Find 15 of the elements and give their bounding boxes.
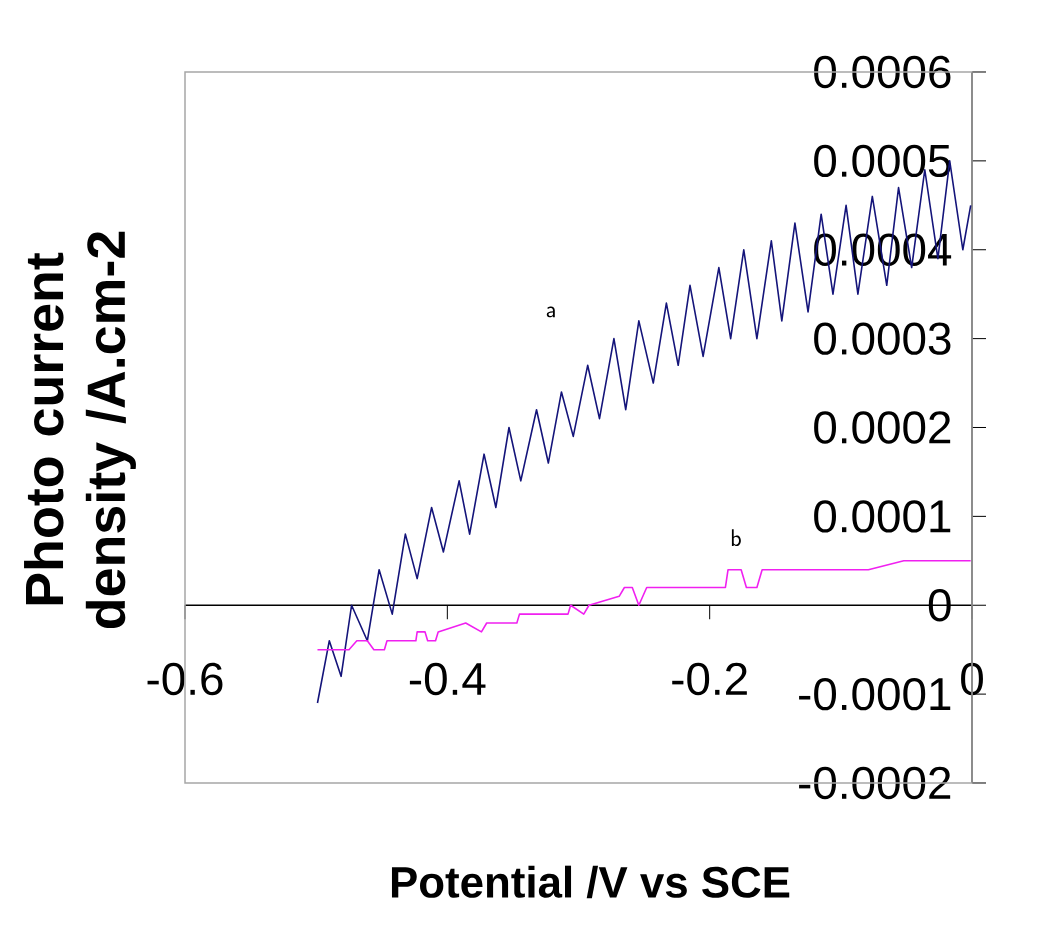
y-tick-label: -0.0002: [799, 766, 951, 800]
text: a: [546, 306, 555, 318]
x-axis-title: Potential /V vs SCE: [391, 865, 790, 899]
y-tick-label: 0.0005: [814, 144, 951, 178]
x-tick-label: -0.4: [409, 662, 486, 696]
series-label: b: [731, 529, 741, 547]
x-tick-label: -0.6: [147, 662, 223, 696]
y-tick-label: 0.0006: [814, 55, 951, 89]
y-tick-label: -0.0001: [799, 677, 951, 711]
y-tick-label: 0.0002: [814, 411, 951, 444]
y-tick-label: 0.0003: [814, 322, 951, 355]
x-tick-label: 0: [961, 662, 983, 696]
y-tick-label: 0.0001: [814, 500, 951, 533]
x-tick-label: -0.2: [672, 662, 747, 696]
y-axis-title: Photo current density /A.cm-2: [24, 231, 136, 629]
